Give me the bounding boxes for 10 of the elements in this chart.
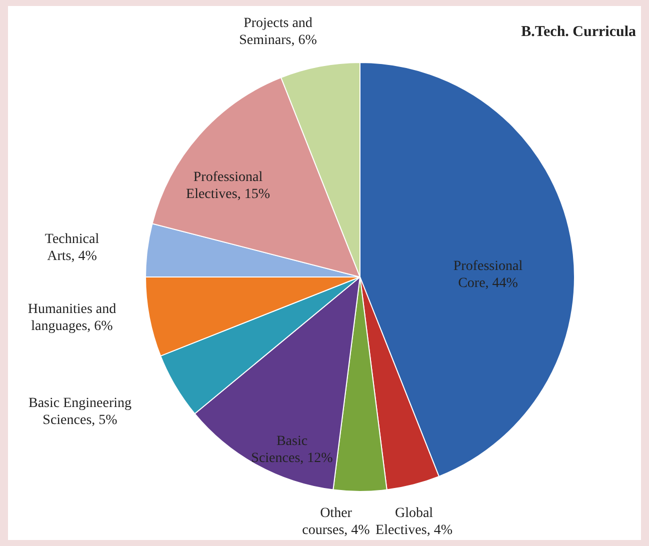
slice-label: Projects and Seminars, 6% [239,16,318,48]
chart-title: B.Tech. Curricula [521,24,636,40]
slice-label: Basic Engineering Sciences, 5% [28,396,132,428]
slice-label: Humanities and languages, 6% [28,302,116,334]
slice-label: Basic Sciences, 12% [251,434,334,466]
slice-label: Professional Electives, 15% [186,170,270,202]
slice-label: Professional Core, 44% [453,259,523,292]
slice-label: Other courses, 4% [302,506,370,538]
slice-label: Technical Arts, 4% [44,232,100,264]
slice-label: Global Electives, 4% [376,506,453,538]
